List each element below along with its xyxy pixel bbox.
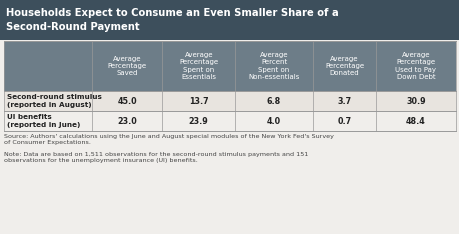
Text: Average
Percentage
Used to Pay
Down Debt: Average Percentage Used to Pay Down Debt	[395, 52, 436, 80]
Text: Average
Percentage
Saved: Average Percentage Saved	[107, 56, 146, 76]
Text: Source: Authors' calculations using the June and August special modules of the N: Source: Authors' calculations using the …	[4, 134, 333, 145]
Text: 23.9: 23.9	[188, 117, 208, 125]
Text: 4.0: 4.0	[266, 117, 280, 125]
Text: 23.0: 23.0	[117, 117, 137, 125]
Text: 48.4: 48.4	[405, 117, 425, 125]
Text: 30.9: 30.9	[405, 96, 425, 106]
Text: 6.8: 6.8	[266, 96, 280, 106]
Bar	[4, 91, 455, 111]
Text: Average
Percent
Spent on
Non-essentials: Average Percent Spent on Non-essentials	[248, 52, 299, 80]
Bar	[4, 111, 455, 131]
Text: 13.7: 13.7	[189, 96, 208, 106]
Bar	[0, 0, 459, 40]
Text: Second-round stimulus
(reported in August): Second-round stimulus (reported in Augus…	[7, 94, 101, 108]
Text: Average
Percentage
Spent on
Essentials: Average Percentage Spent on Essentials	[179, 52, 218, 80]
Text: 0.7: 0.7	[336, 117, 351, 125]
Bar	[4, 41, 455, 91]
Text: Note: Data are based on 1,511 observations for the second-round stimulus payment: Note: Data are based on 1,511 observatio…	[4, 152, 308, 163]
Text: 45.0: 45.0	[117, 96, 137, 106]
Text: Average
Percentage
Donated: Average Percentage Donated	[324, 56, 363, 76]
Text: 3.7: 3.7	[336, 96, 351, 106]
Text: Households Expect to Consume an Even Smaller Share of a
Second-Round Payment: Households Expect to Consume an Even Sma…	[6, 8, 338, 32]
Text: UI benefits
(reported in June): UI benefits (reported in June)	[7, 114, 80, 128]
